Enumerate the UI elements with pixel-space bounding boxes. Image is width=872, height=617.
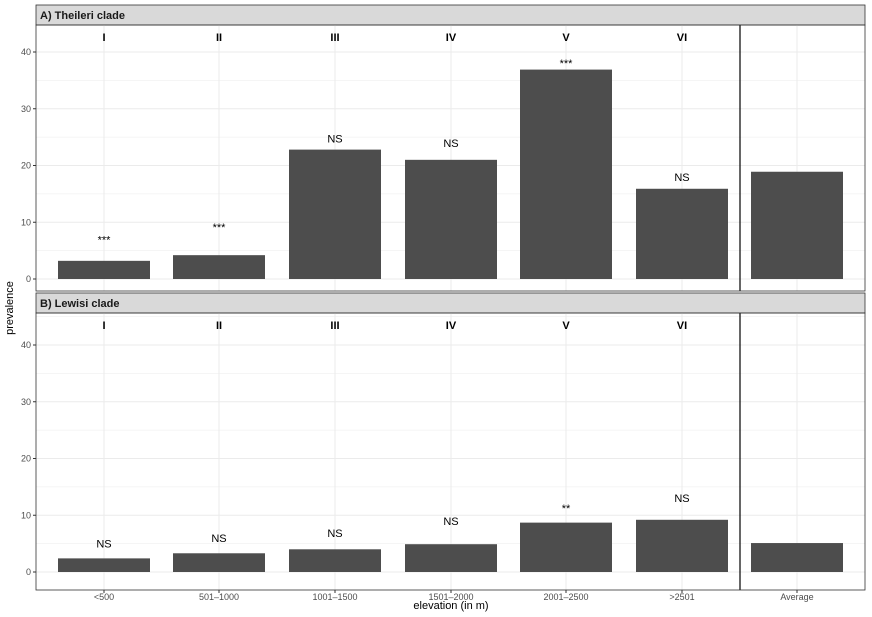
y-tick-label: 40 [21, 47, 31, 57]
y-tick-label: 20 [21, 454, 31, 464]
significance-label: NS [211, 533, 226, 545]
bar [173, 255, 265, 279]
significance-label: NS [327, 133, 342, 145]
bar [520, 522, 612, 572]
significance-label: *** [98, 234, 112, 246]
y-tick-label: 20 [21, 161, 31, 171]
bar [58, 260, 150, 279]
y-tick-label: 10 [21, 217, 31, 227]
bar [751, 171, 843, 279]
significance-label: NS [443, 516, 458, 528]
x-tick-label: 501–1000 [199, 592, 239, 602]
zone-label: I [102, 32, 105, 44]
significance-label: ** [562, 503, 571, 515]
y-axis-label: prevalence [4, 281, 16, 335]
x-tick-label: <500 [94, 592, 114, 602]
bar [289, 149, 381, 279]
bar [405, 159, 497, 279]
zone-label: III [330, 320, 339, 332]
y-tick-label: 0 [26, 274, 31, 284]
x-axis-label: elevation (in m) [413, 600, 488, 612]
panel-title: A) Theileri clade [40, 10, 125, 22]
bar [289, 549, 381, 572]
significance-label: NS [96, 539, 111, 551]
zone-label: II [216, 320, 222, 332]
zone-label: VI [677, 32, 687, 44]
significance-label: NS [327, 528, 342, 540]
panel-strip [35, 4, 866, 26]
panel-strip [35, 292, 866, 314]
significance-label: NS [674, 493, 689, 505]
x-tick-label: >2501 [669, 592, 694, 602]
zone-label: IV [446, 320, 457, 332]
significance-label: NS [443, 138, 458, 150]
bar [405, 544, 497, 572]
zone-label: III [330, 32, 339, 44]
zone-label: IV [446, 32, 457, 44]
bar [173, 553, 265, 572]
zone-label: II [216, 32, 222, 44]
zone-label: I [102, 320, 105, 332]
x-tick-label: 2001–2500 [543, 592, 588, 602]
panel-title: B) Lewisi clade [40, 298, 119, 310]
bar [58, 558, 150, 572]
bar [636, 188, 728, 279]
y-tick-label: 10 [21, 510, 31, 520]
y-tick-label: 30 [21, 104, 31, 114]
x-tick-label: 1501–2000 [428, 592, 473, 602]
panel-border [35, 24, 866, 292]
bar [751, 543, 843, 572]
bar [520, 69, 612, 279]
zone-label: VI [677, 320, 687, 332]
y-tick-label: 40 [21, 340, 31, 350]
y-tick-label: 0 [26, 567, 31, 577]
significance-label: *** [213, 222, 227, 234]
x-tick-label: 1001–1500 [312, 592, 357, 602]
zone-label: V [562, 32, 570, 44]
zone-label: V [562, 320, 570, 332]
bar [636, 519, 728, 572]
y-tick-label: 30 [21, 397, 31, 407]
significance-label: *** [560, 58, 574, 70]
x-tick-label: Average [780, 592, 813, 602]
significance-label: NS [674, 172, 689, 184]
